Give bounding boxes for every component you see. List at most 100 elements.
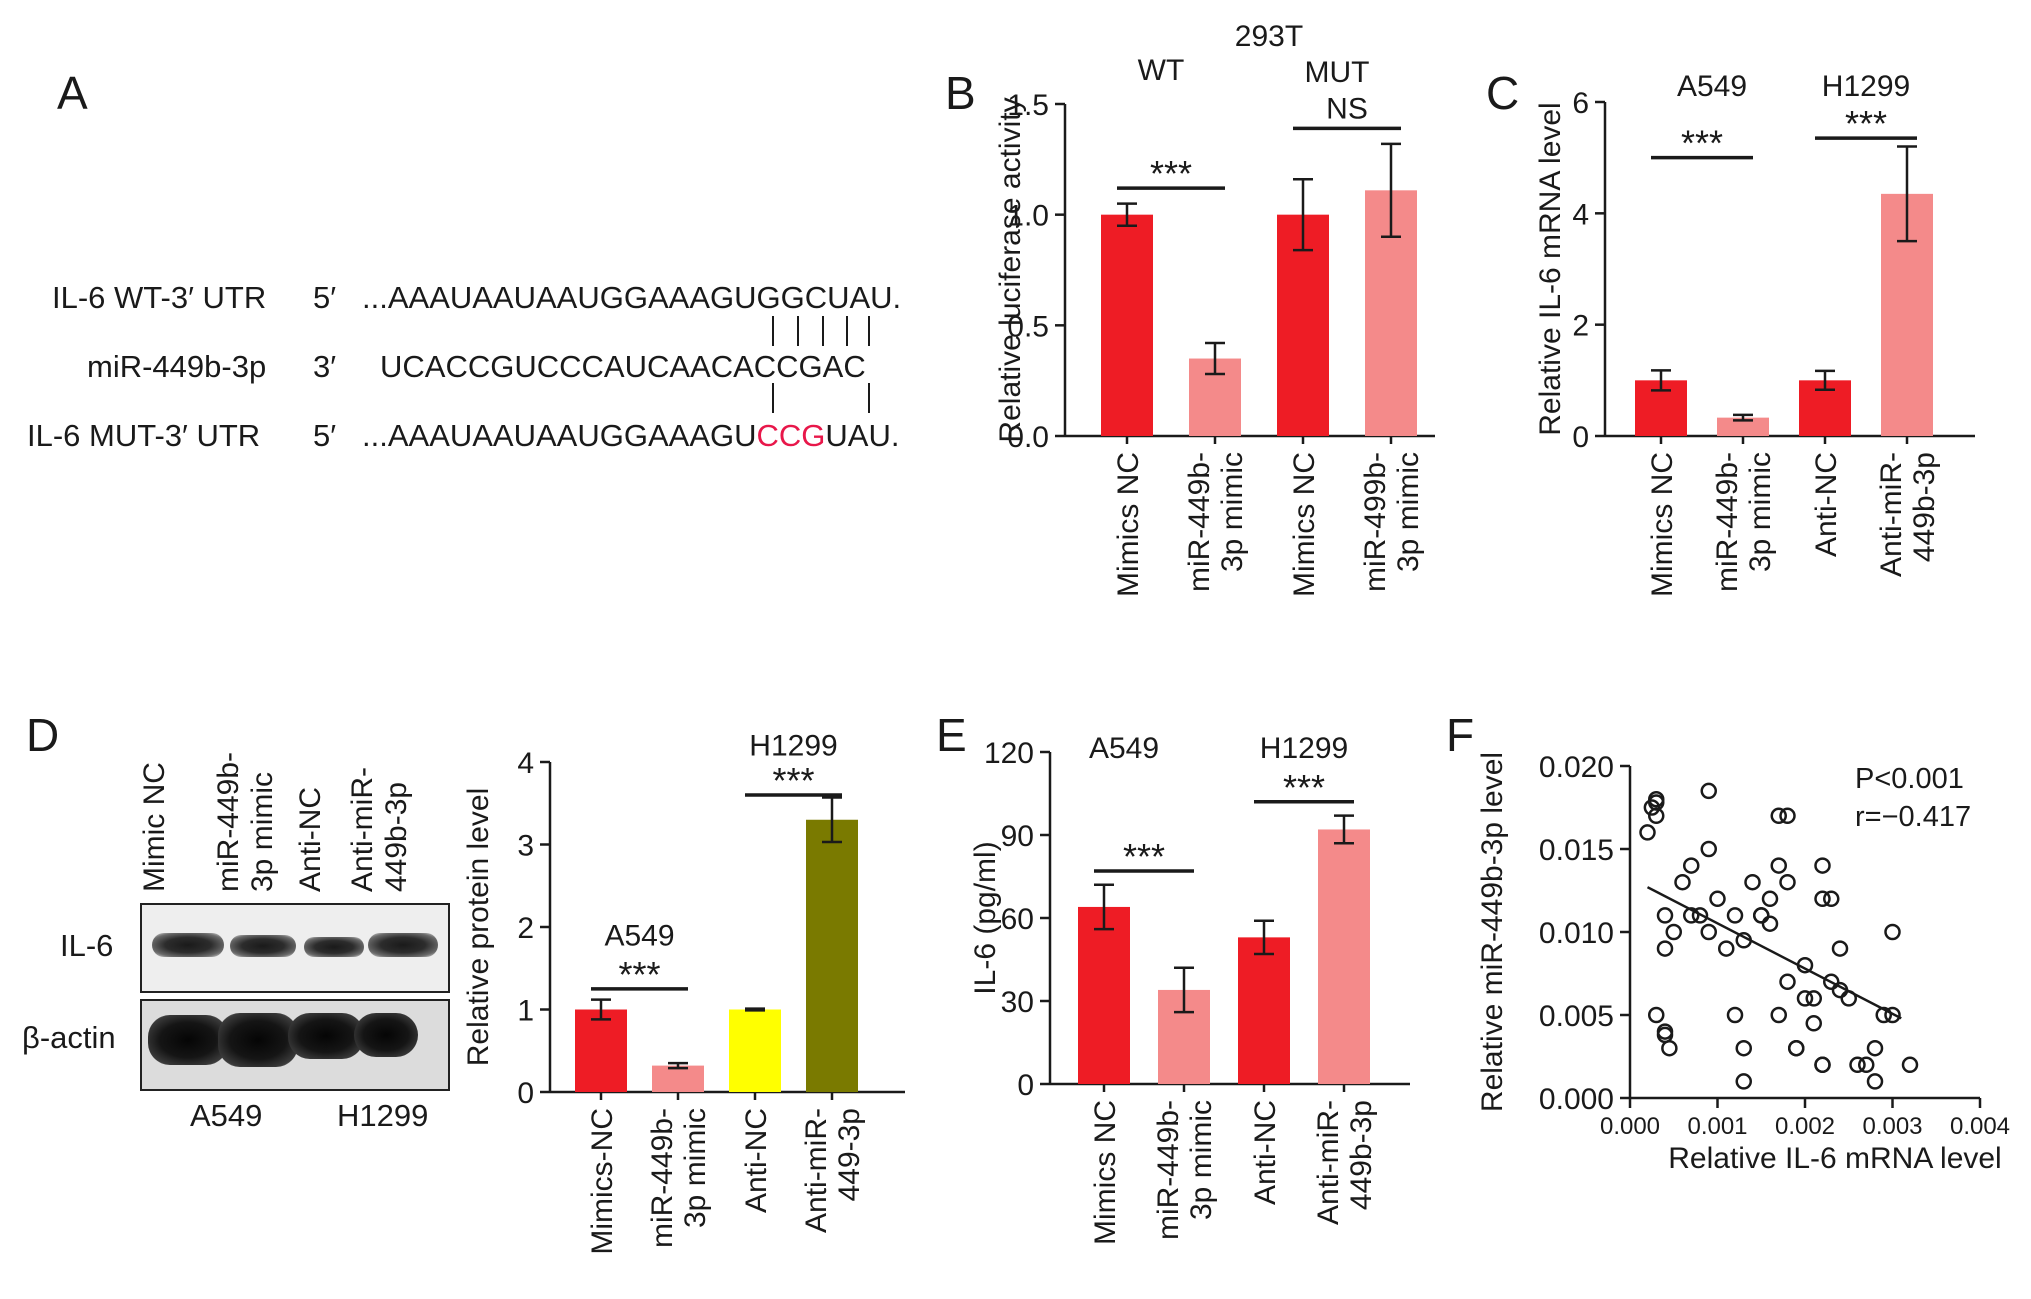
scatter-point — [1866, 1039, 1884, 1057]
bar — [1238, 937, 1290, 1084]
y-tick-label: 0.010 — [1539, 917, 1614, 950]
bar — [575, 1009, 627, 1092]
scatter-point — [1761, 890, 1779, 908]
scatter-point — [1823, 973, 1840, 991]
panel-letter-f: F — [1446, 709, 1475, 761]
mut-seq-prefix: ...AAAUAAUAAUGGAAAGU — [362, 418, 757, 453]
x-tick-label: 0.003 — [1862, 1113, 1922, 1140]
x-tick-label-line: 3p mimic — [1185, 1100, 1218, 1220]
x-tick-label-line: 3p mimic — [1744, 452, 1777, 572]
mirna-label: miR-449b-3p — [87, 349, 267, 384]
mut-seq-mutation: CCG — [756, 418, 826, 453]
y-tick-label: 2 — [1572, 310, 1589, 343]
x-tick-label-line: miR-449b- — [646, 1108, 679, 1248]
group-label: H1299 — [749, 730, 837, 763]
y-tick-label: 90 — [1001, 820, 1034, 853]
chart-d: 0 1 2 3 4 Relative protein level Mimics-NC miR-… — [460, 700, 920, 1290]
y-axis-label: Relative luciferase activity — [994, 97, 1027, 442]
y-tick-label: 120 — [984, 737, 1034, 770]
blot-band — [304, 937, 364, 957]
scatter-point — [1700, 840, 1717, 858]
trendline — [1646, 886, 1902, 1020]
x-tick-label: Anti-miR-449-3p — [800, 1108, 866, 1233]
x-tick-label-line: miR-449b- — [1711, 452, 1744, 592]
wt-utr-end: 5′ — [313, 280, 337, 315]
mirna-end: 3′ — [313, 349, 337, 384]
scatter-point — [1779, 873, 1796, 891]
scatter-point — [1656, 1026, 1674, 1044]
x-tick-label: Mimics NC — [1112, 452, 1145, 597]
x-tick-label: Mimics NC — [1288, 452, 1321, 597]
x-tick-label: Anti-NC — [740, 1108, 773, 1213]
blot-band — [152, 933, 224, 957]
x-tick-label: Mimics NC — [1646, 452, 1679, 597]
x-tick-label-line: Mimics NC — [1646, 452, 1679, 597]
group-label: H1299 — [1260, 732, 1348, 765]
x-tick-label-line: Anti-NC — [740, 1108, 773, 1213]
x-tick-label-line: 3p mimic — [1392, 452, 1425, 572]
mirna-sequence: UCACCGUCCCAUCAACACCGAC — [380, 349, 866, 384]
blot-image-il6 — [140, 903, 450, 993]
x-tick-label-line: 449b-3p — [1345, 1100, 1378, 1210]
group-label: A549 — [1089, 732, 1159, 765]
significance-label: *** — [1150, 153, 1192, 194]
y-tick-label: 0.015 — [1539, 834, 1614, 867]
chart-f: 0.000 0.005 0.010 0.015 0.020 0.000 0.001 0.002… — [1476, 730, 2025, 1175]
scatter-point — [1805, 990, 1822, 1007]
y-tick-label: 30 — [1001, 986, 1034, 1019]
blot-band — [218, 1013, 298, 1067]
scatter-point — [1884, 923, 1901, 941]
x-axis-label: Relative IL-6 mRNA level — [1668, 1142, 2001, 1170]
y-tick-label: 6 — [1572, 87, 1589, 120]
scatter-point — [1656, 907, 1674, 924]
x-tick-label-line: 449-3p — [833, 1108, 866, 1201]
group-label: MUT — [1305, 56, 1370, 89]
scatter-point — [1735, 1039, 1752, 1057]
x-tick-label-line: 449b-3p — [1908, 452, 1941, 562]
group-label: WT — [1138, 54, 1185, 87]
significance-label: *** — [1123, 836, 1165, 877]
scatter-point — [1901, 1056, 1919, 1074]
bar — [1318, 829, 1370, 1084]
y-axis-label: Relative IL-6 mRNA level — [1534, 102, 1567, 435]
scatter-point — [1779, 807, 1796, 825]
panel-letter-a: A — [57, 67, 88, 119]
scatter-point — [1788, 1039, 1805, 1057]
y-tick-label: 0 — [1572, 421, 1589, 454]
scatter-point — [1643, 799, 1661, 816]
scatter-point — [1858, 1056, 1875, 1074]
blot-lane-label: Anti-miR- 449b-3p — [346, 767, 413, 892]
x-tick-label: Anti-NC — [1249, 1100, 1282, 1205]
scatter-point — [1866, 1073, 1884, 1090]
x-tick-label-line: Anti-NC — [1810, 452, 1843, 557]
x-tick-label-line: 3p mimic — [1216, 452, 1249, 572]
y-tick-label: 60 — [1001, 903, 1034, 936]
scatter-point — [1770, 1006, 1787, 1024]
x-tick-label-line: 3p mimic — [679, 1108, 712, 1228]
x-tick-label-line: Anti-miR- — [1312, 1100, 1345, 1225]
x-tick-label: Mimics-NC — [586, 1108, 619, 1255]
x-tick-label: Mimics NC — [1089, 1100, 1122, 1245]
x-tick-label: miR-449b-3p mimic — [1711, 452, 1777, 592]
mut-seq-suffix: UAU. — [825, 418, 900, 453]
blot-band — [288, 1013, 364, 1059]
scatter-point — [1648, 807, 1665, 825]
stat-p-value: P<0.001 — [1855, 763, 1964, 795]
x-tick-label-line: Mimics NC — [1089, 1100, 1122, 1245]
scatter-point — [1718, 940, 1735, 957]
blot-cell-label-h1299: H1299 — [337, 1098, 429, 1133]
x-tick-label: Anti-miR-449b-3p — [1875, 452, 1941, 577]
x-tick-label-line: Mimics NC — [1288, 452, 1321, 597]
x-tick-label: 0.002 — [1775, 1113, 1835, 1140]
x-tick-label-line: Mimics-NC — [586, 1108, 619, 1255]
scatter-point — [1814, 890, 1831, 908]
y-tick-label: 0 — [1017, 1069, 1034, 1102]
x-tick-label: Anti-NC — [1810, 452, 1843, 557]
significance-label: NS — [1326, 92, 1368, 125]
scatter-point — [1831, 940, 1849, 957]
scatter-point — [1656, 940, 1674, 957]
mut-utr-label: IL-6 MUT-3′ UTR — [27, 418, 261, 453]
chart-title: 293T — [1235, 20, 1303, 53]
significance-label: *** — [772, 760, 814, 801]
stat-r-value: r=−0.417 — [1855, 801, 1971, 833]
